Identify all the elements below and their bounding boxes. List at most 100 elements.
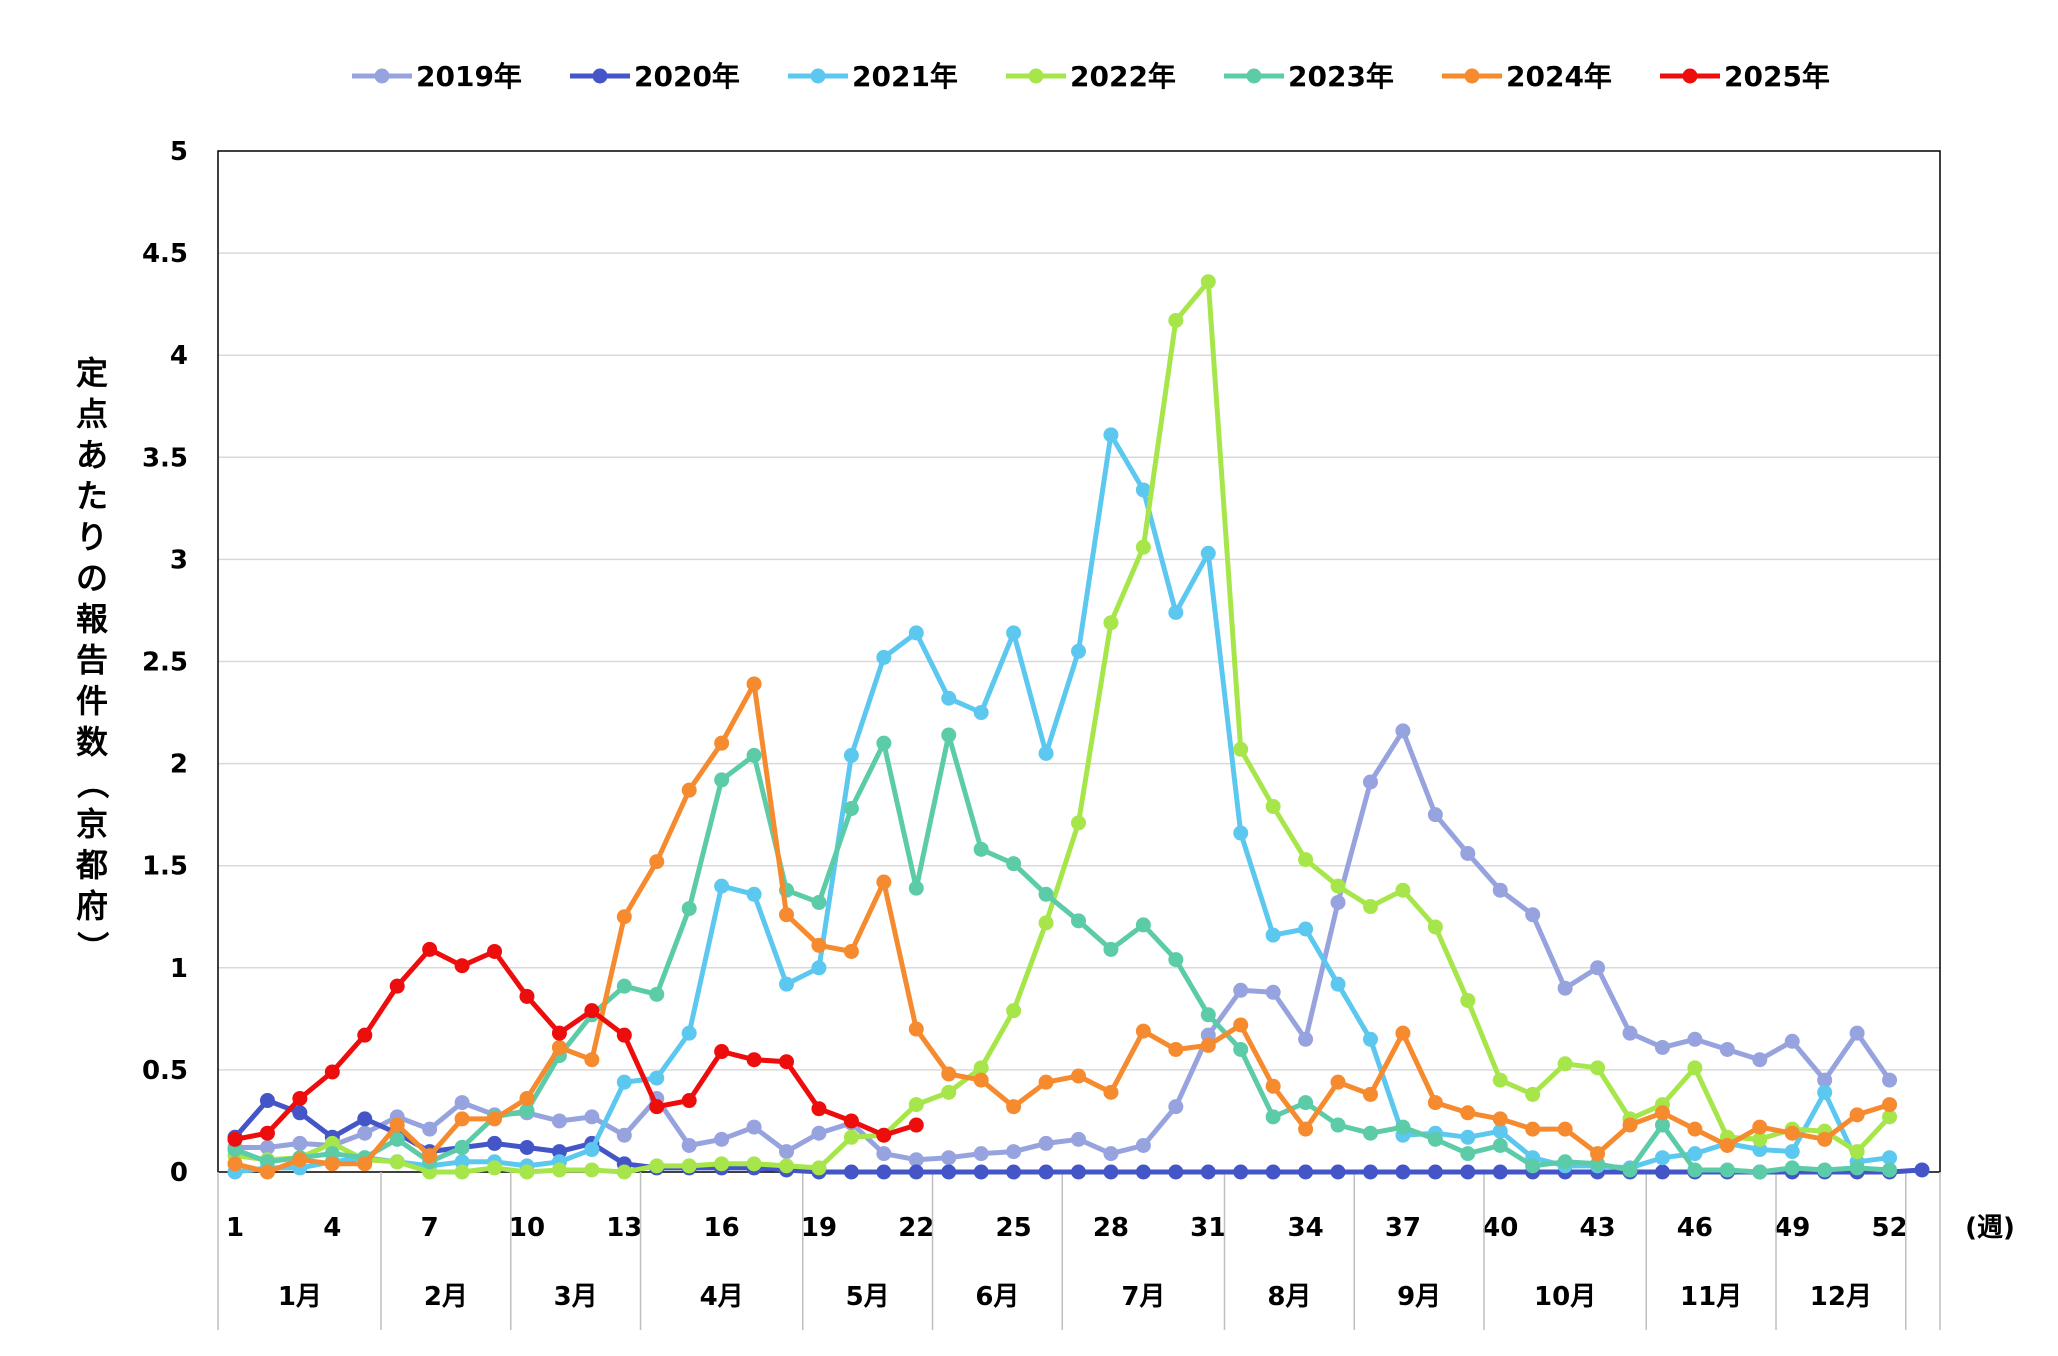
data-point — [551, 1025, 567, 1041]
data-point — [1557, 1154, 1573, 1170]
x-tick-label: 52 — [1871, 1213, 1907, 1243]
data-point — [1784, 1144, 1800, 1160]
data-point — [1168, 952, 1184, 968]
series-2025年 — [227, 941, 924, 1147]
data-point — [649, 854, 665, 870]
data-point — [908, 1021, 924, 1037]
data-point — [1362, 1125, 1378, 1141]
data-point — [1752, 1119, 1768, 1135]
y-axis-label-char: 京 — [76, 805, 108, 843]
data-point — [292, 1105, 308, 1121]
legend-label: 2020年 — [634, 60, 740, 93]
data-point — [1038, 1074, 1054, 1090]
data-point — [1427, 807, 1443, 823]
x-tick-label: 19 — [801, 1213, 837, 1243]
series-line — [234, 946, 918, 1142]
data-point — [454, 1111, 470, 1127]
data-point — [1784, 1160, 1800, 1176]
data-point — [681, 1093, 697, 1109]
data-point — [519, 988, 535, 1004]
data-point — [616, 909, 632, 925]
data-point — [1233, 741, 1249, 757]
data-point — [908, 880, 924, 896]
data-point — [1882, 1162, 1898, 1178]
data-point — [1849, 1160, 1865, 1176]
x-tick-label: 4 — [323, 1213, 341, 1243]
x-axis-ticks: 1 4 7 10 13 16 19 22 25 28 31 34 37 40 43 46 49 52 — [226, 1213, 1908, 1243]
data-point — [584, 1052, 600, 1068]
series-line — [234, 681, 1891, 1175]
data-point — [1265, 1109, 1281, 1125]
data-point — [973, 1164, 989, 1180]
month-label: 7月 — [1121, 1282, 1165, 1312]
data-point — [1006, 1144, 1022, 1160]
data-point — [1427, 919, 1443, 935]
data-point — [876, 1146, 892, 1162]
data-point — [941, 1150, 957, 1166]
data-point — [1103, 615, 1119, 631]
y-axis-label-char: 定 — [76, 354, 108, 392]
data-point — [779, 1158, 795, 1174]
y-tick-label: 2.5 — [142, 648, 188, 678]
legend: 2019年 2020年 2021年 2022年 2023年 2024年 2025年 — [352, 60, 1830, 93]
data-point — [1071, 815, 1086, 831]
data-point — [1330, 894, 1346, 910]
data-point — [1557, 1121, 1573, 1137]
legend-item: 2021年 — [788, 60, 958, 93]
data-point — [584, 1109, 600, 1125]
y-axis-label-char: た — [76, 477, 108, 515]
data-point — [1654, 1164, 1670, 1180]
data-point — [714, 1156, 730, 1172]
data-point — [876, 649, 892, 665]
data-point — [1103, 1084, 1119, 1100]
data-point — [1330, 878, 1346, 894]
data-point — [681, 782, 697, 798]
data-point — [1103, 427, 1119, 443]
y-axis-label-char: ） — [73, 931, 111, 963]
data-point — [1427, 1164, 1443, 1180]
data-point — [1590, 1146, 1606, 1162]
data-point — [1395, 882, 1411, 898]
data-point — [487, 943, 503, 959]
data-point — [714, 735, 730, 751]
data-point — [259, 1139, 275, 1155]
data-point — [908, 1097, 924, 1113]
legend-label: 2019年 — [416, 60, 522, 93]
data-point — [843, 1129, 859, 1145]
x-tick-label: 28 — [1093, 1213, 1129, 1243]
legend-label: 2023年 — [1288, 60, 1394, 93]
legend-swatch-marker — [1682, 68, 1698, 84]
data-point — [389, 1131, 405, 1147]
data-point — [616, 1027, 632, 1043]
data-point — [1103, 941, 1119, 957]
data-point — [1882, 1109, 1898, 1125]
data-point — [1817, 1162, 1833, 1178]
legend-label: 2025年 — [1724, 60, 1830, 93]
y-axis-label-char: 報 — [76, 600, 108, 638]
data-point — [1395, 1119, 1411, 1135]
data-point — [324, 1156, 340, 1172]
series-2024年 — [227, 676, 1898, 1180]
data-point — [1330, 1074, 1346, 1090]
data-point — [357, 1125, 373, 1141]
data-point — [1492, 1111, 1508, 1127]
data-point — [1654, 1150, 1670, 1166]
data-point — [519, 1164, 535, 1180]
data-point — [941, 1164, 957, 1180]
month-axis: 1月 2月 3月 4月 5月 6月 7月 8月 9月 10月 11月 12月 — [217, 1172, 1941, 1330]
gridlines — [218, 252, 1940, 1071]
data-point — [843, 943, 859, 959]
data-point — [292, 1090, 308, 1106]
data-point — [1330, 1117, 1346, 1133]
data-point — [1298, 921, 1314, 937]
data-point — [519, 1103, 535, 1119]
data-point — [389, 978, 405, 994]
data-point — [584, 1142, 600, 1158]
data-point — [1525, 907, 1541, 923]
x-tick-label: 46 — [1677, 1213, 1713, 1243]
legend-item: 2020年 — [570, 60, 740, 93]
month-label: 12月 — [1810, 1282, 1872, 1312]
data-point — [487, 1160, 503, 1176]
